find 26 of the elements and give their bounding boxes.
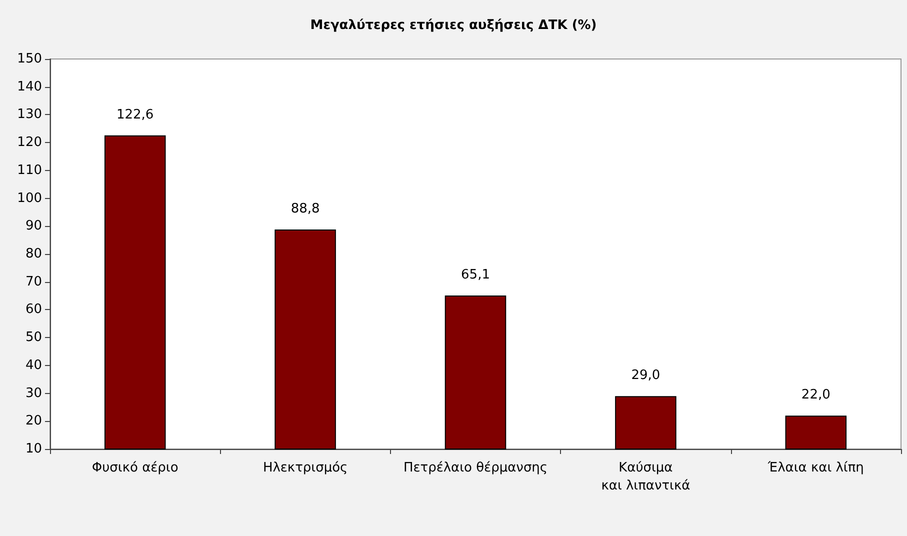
y-tick-label: 20 bbox=[25, 414, 42, 429]
x-tick-label: Έλαια και λίπη bbox=[766, 460, 864, 476]
x-tick-label: Φυσικό αέριο bbox=[92, 460, 178, 476]
y-tick-label: 130 bbox=[17, 107, 42, 122]
y-tick-label: 80 bbox=[25, 246, 42, 262]
y-tick-label: 140 bbox=[17, 79, 42, 94]
data-label: 22,0 bbox=[801, 388, 830, 403]
x-tick-label: Πετρέλαιο θέρμανσης bbox=[403, 460, 548, 476]
data-label: 29,0 bbox=[631, 368, 660, 384]
y-tick-label: 50 bbox=[25, 330, 42, 346]
y-tick-label: 120 bbox=[17, 135, 42, 150]
x-tick-label: Καύσιμα και λιπαντικά bbox=[601, 460, 690, 494]
x-tick-label: Ηλεκτρισμός bbox=[262, 460, 348, 476]
y-tick-label: 40 bbox=[25, 358, 42, 373]
y-tick-label: 90 bbox=[25, 218, 42, 234]
y-tick-label: 10 bbox=[25, 442, 42, 456]
chart-title: Μεγαλύτερες ετήσιες αυξήσεις ΔΤΚ (%) bbox=[310, 18, 597, 33]
y-tick-label: 150 bbox=[17, 52, 42, 66]
data-label: 65,1 bbox=[461, 268, 490, 283]
y-tick-label: 110 bbox=[17, 162, 42, 178]
data-label: 122,6 bbox=[116, 107, 154, 122]
y-tick-label: 70 bbox=[25, 274, 42, 290]
y-tick-label: 100 bbox=[17, 190, 42, 206]
data-label: 88,8 bbox=[290, 201, 320, 216]
y-tick-label: 30 bbox=[25, 386, 42, 401]
y-tick-label: 60 bbox=[25, 302, 42, 318]
